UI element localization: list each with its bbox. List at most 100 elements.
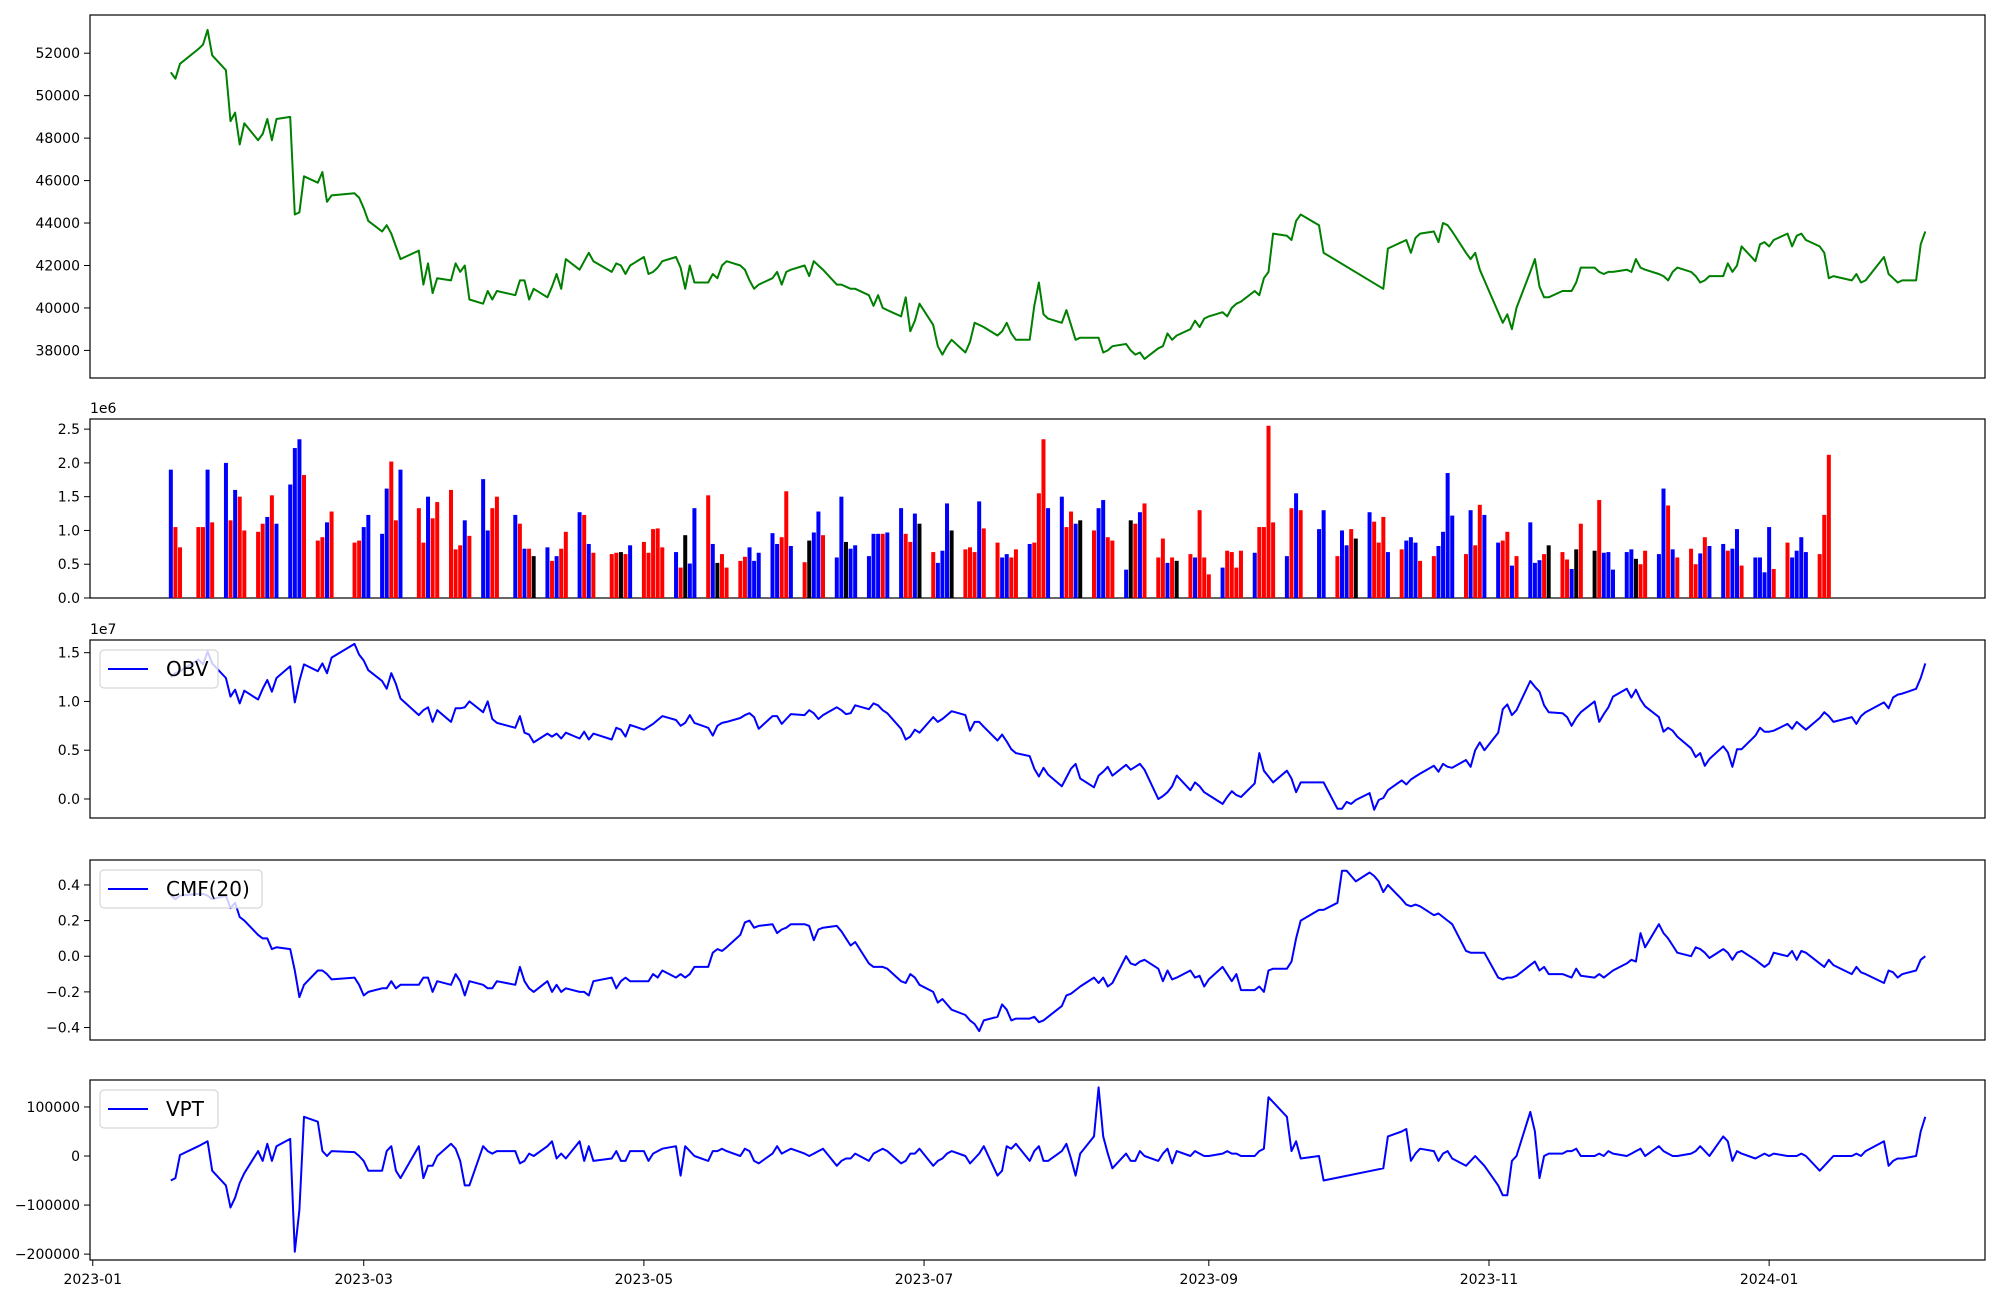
volume-bar [646, 552, 651, 598]
volume-bar [1689, 548, 1694, 598]
volume-bar [453, 549, 458, 598]
volume-bar [972, 552, 977, 598]
volume-bar [490, 508, 495, 598]
volume-bar [274, 523, 279, 598]
volume-bar [421, 542, 426, 598]
volume-bar [1004, 554, 1009, 598]
volume-bar [1592, 550, 1597, 598]
volume-bar [1225, 550, 1230, 598]
volume-bar [545, 547, 550, 598]
volume-bar [687, 563, 692, 598]
panel-4-frame [89, 859, 1986, 1041]
volume-bar [1532, 562, 1537, 598]
volume-bar [1078, 520, 1083, 598]
volume-bar [173, 527, 178, 598]
volume-bar [949, 530, 954, 598]
volume-bar [1271, 522, 1276, 598]
volume-bar [591, 552, 596, 598]
volume-bar [853, 545, 858, 598]
volume-bar [430, 518, 435, 598]
y-tick-label: 100000 [27, 1100, 80, 1116]
volume-bar [1629, 549, 1634, 598]
volume-bar [963, 549, 968, 598]
y-tick-label: −100000 [15, 1198, 80, 1214]
volume-bar [320, 537, 325, 598]
y-tick-label: −200000 [15, 1247, 80, 1263]
x-tick-label: 2023-01 [64, 1272, 123, 1288]
volume-bar [1606, 552, 1611, 598]
y-tick-label: 0.2 [58, 914, 80, 930]
volume-bar [1206, 574, 1211, 598]
y-tick-label: 40000 [35, 301, 80, 317]
volume-bar [1505, 531, 1510, 598]
volume-bar [1027, 543, 1032, 598]
volume-bar [297, 439, 302, 598]
volume-bar [1257, 527, 1262, 598]
volume-bar [242, 530, 247, 598]
volume-bar [1771, 568, 1776, 598]
panel-1-frame [89, 14, 1986, 379]
x-tick-label: 2023-09 [1180, 1272, 1239, 1288]
volume-bar [517, 523, 522, 598]
volume-bar [811, 532, 816, 598]
volume-bar [237, 496, 242, 598]
volume-bar [1229, 552, 1234, 598]
volume-bar [1321, 510, 1326, 598]
volume-bar [1156, 557, 1161, 598]
volume-bar [1803, 552, 1808, 598]
volume-bar [834, 557, 839, 598]
volume-bar [352, 542, 357, 598]
volume-bar [738, 560, 743, 598]
y-tick-label: 44000 [35, 216, 80, 232]
volume-bar [1032, 542, 1037, 598]
volume-bar [912, 513, 917, 598]
volume-bar [1317, 529, 1322, 598]
volume-bar [389, 461, 394, 598]
volume-bar [1101, 500, 1106, 598]
volume-bar [1441, 531, 1446, 598]
volume-bar [1578, 523, 1583, 598]
volume-bar [1165, 562, 1170, 598]
volume-bar [1335, 556, 1340, 598]
volume-bar [807, 540, 812, 598]
volume-bar [196, 527, 201, 598]
volume-bar [1252, 552, 1257, 598]
cmf-20-line [170, 869, 1926, 1033]
y-tick-label: 0.0 [58, 792, 80, 808]
volume-bar [784, 491, 789, 598]
volume-bar [485, 530, 490, 598]
volume-bar [1399, 549, 1404, 598]
volume-bar [1826, 454, 1831, 598]
volume-bar [1464, 554, 1469, 598]
volume-bar [1721, 543, 1726, 598]
obv-line [170, 642, 1927, 811]
volume-bar [361, 527, 366, 598]
volume-bar [1560, 552, 1565, 598]
volume-bar [1160, 538, 1165, 598]
volume-bar [967, 547, 972, 598]
volume-bar [1450, 515, 1455, 598]
volume-bar [692, 508, 697, 598]
volume-bar [945, 503, 950, 598]
volume-bar [324, 522, 329, 598]
y-tick-label: 2.0 [58, 456, 80, 472]
volume-bar [719, 554, 724, 598]
volume-bar [1643, 550, 1648, 598]
volume-bar [1767, 527, 1772, 598]
volume-bar [885, 532, 890, 598]
volume-bar [995, 542, 1000, 598]
volume-bar [1822, 514, 1827, 598]
volume-bar [724, 567, 729, 598]
volume-bar [917, 523, 922, 598]
volume-bar [1344, 545, 1349, 598]
volume-bar [1675, 557, 1680, 598]
x-tick-label: 2023-11 [1460, 1272, 1519, 1288]
volume-bar [1059, 496, 1064, 598]
volume-bar [715, 562, 720, 598]
volume-bar [788, 545, 793, 598]
x-tick-label: 2023-07 [895, 1272, 954, 1288]
y-tick-label: 50000 [35, 89, 80, 105]
volume-bar [1445, 473, 1450, 598]
x-tick-label: 2023-05 [615, 1272, 674, 1288]
volume-bar [531, 556, 536, 598]
